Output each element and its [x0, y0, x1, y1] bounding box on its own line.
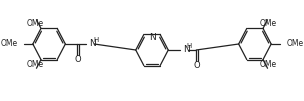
- Text: O: O: [75, 55, 81, 64]
- Text: OMe: OMe: [27, 60, 44, 69]
- Text: H: H: [93, 37, 98, 44]
- Text: OMe: OMe: [260, 60, 277, 69]
- Text: H: H: [187, 44, 192, 49]
- Text: OMe: OMe: [27, 19, 44, 28]
- Text: OMe: OMe: [0, 39, 18, 48]
- Text: N: N: [89, 38, 95, 47]
- Text: O: O: [194, 61, 200, 70]
- Text: OMe: OMe: [286, 39, 304, 48]
- Text: N: N: [183, 45, 189, 54]
- Text: OMe: OMe: [260, 19, 277, 28]
- Text: N: N: [149, 33, 155, 42]
